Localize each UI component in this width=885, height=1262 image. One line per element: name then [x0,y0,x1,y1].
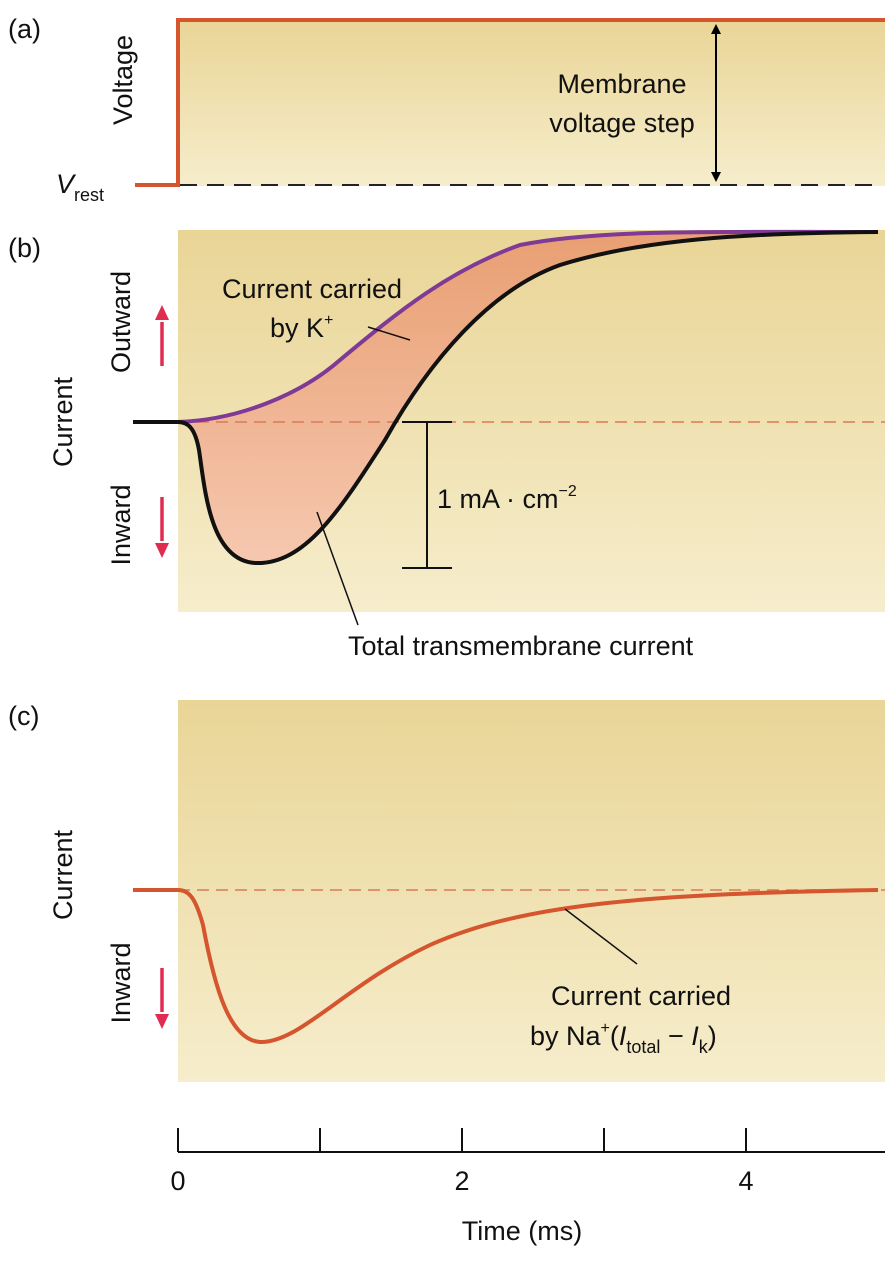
na-close-paren: ) [708,1021,717,1051]
scale-bar-label: 1 mA · cm−2 [437,483,577,514]
time-tick-label-0: 0 [170,1166,185,1196]
inward-arrow-b-icon [155,497,169,558]
total-leader-line [316,511,359,626]
k-annotation-ion: by K [270,313,324,343]
na-i-k-sub: k [699,1037,709,1057]
total-current-annotation: Total transmembrane current [348,631,694,661]
outward-label: Outward [106,271,136,373]
panel-c-tag: (c) [8,701,39,731]
v-rest-symbol: V [56,169,77,199]
na-minus: − [660,1021,691,1051]
na-annotation-line1: Current carried [551,981,731,1011]
na-charge: + [601,1020,610,1037]
k-annotation-line2: by K+ [270,312,333,343]
na-component-fill [178,231,878,564]
na-open-paren: ( [610,1021,619,1051]
k-leader-line [367,326,411,341]
time-axis-label: Time (ms) [462,1216,582,1246]
outward-arrow-icon [155,305,169,366]
total-current-trace [133,230,879,566]
membrane-annotation-line1: Membrane [557,69,686,99]
na-ion: by Na [530,1021,602,1051]
na-leader-line [564,908,638,965]
inward-label-b: Inward [106,484,136,565]
na-annotation-line2: by Na+(Itotal − Ik) [530,1020,717,1057]
k-annotation-line1: Current carried [222,274,402,304]
membrane-annotation-line2: voltage step [549,108,695,138]
panel-c: (c) Current Inward Current carried by Na… [8,700,885,1082]
time-tick-label-2: 2 [454,1166,469,1196]
panel-a-tag: (a) [8,14,41,44]
panel-a: (a) Voltage Vrest Membrane voltage step [8,14,885,205]
scale-bar-exponent: −2 [559,483,577,500]
panel-b: 1 mA · cm−2 (b) Current Outward Inward C… [8,229,885,661]
time-tick-label-4: 4 [738,1166,753,1196]
inward-arrow-c-icon [155,968,169,1029]
voltage-step-trace [135,18,885,187]
time-axis: Time (ms) 0 2 4 [170,1128,885,1246]
inward-label-c: Inward [106,942,136,1023]
k-current-trace [133,229,879,424]
panel-b-tag: (b) [8,233,41,263]
current-axis-label-b: Current [48,376,78,467]
current-axis-label-c: Current [48,829,78,920]
voltage-axis-label: Voltage [108,35,138,125]
v-rest-label: Vrest [56,169,104,205]
na-i-total-sub: total [626,1037,660,1057]
k-annotation-charge: + [324,312,333,329]
v-rest-subscript: rest [74,185,104,205]
na-i-total: I [619,1021,627,1051]
scale-bar-prefix: 1 mA · cm [437,484,559,514]
panel-a-background [178,20,885,186]
na-i-k: I [691,1021,699,1051]
na-current-trace [133,888,879,1045]
